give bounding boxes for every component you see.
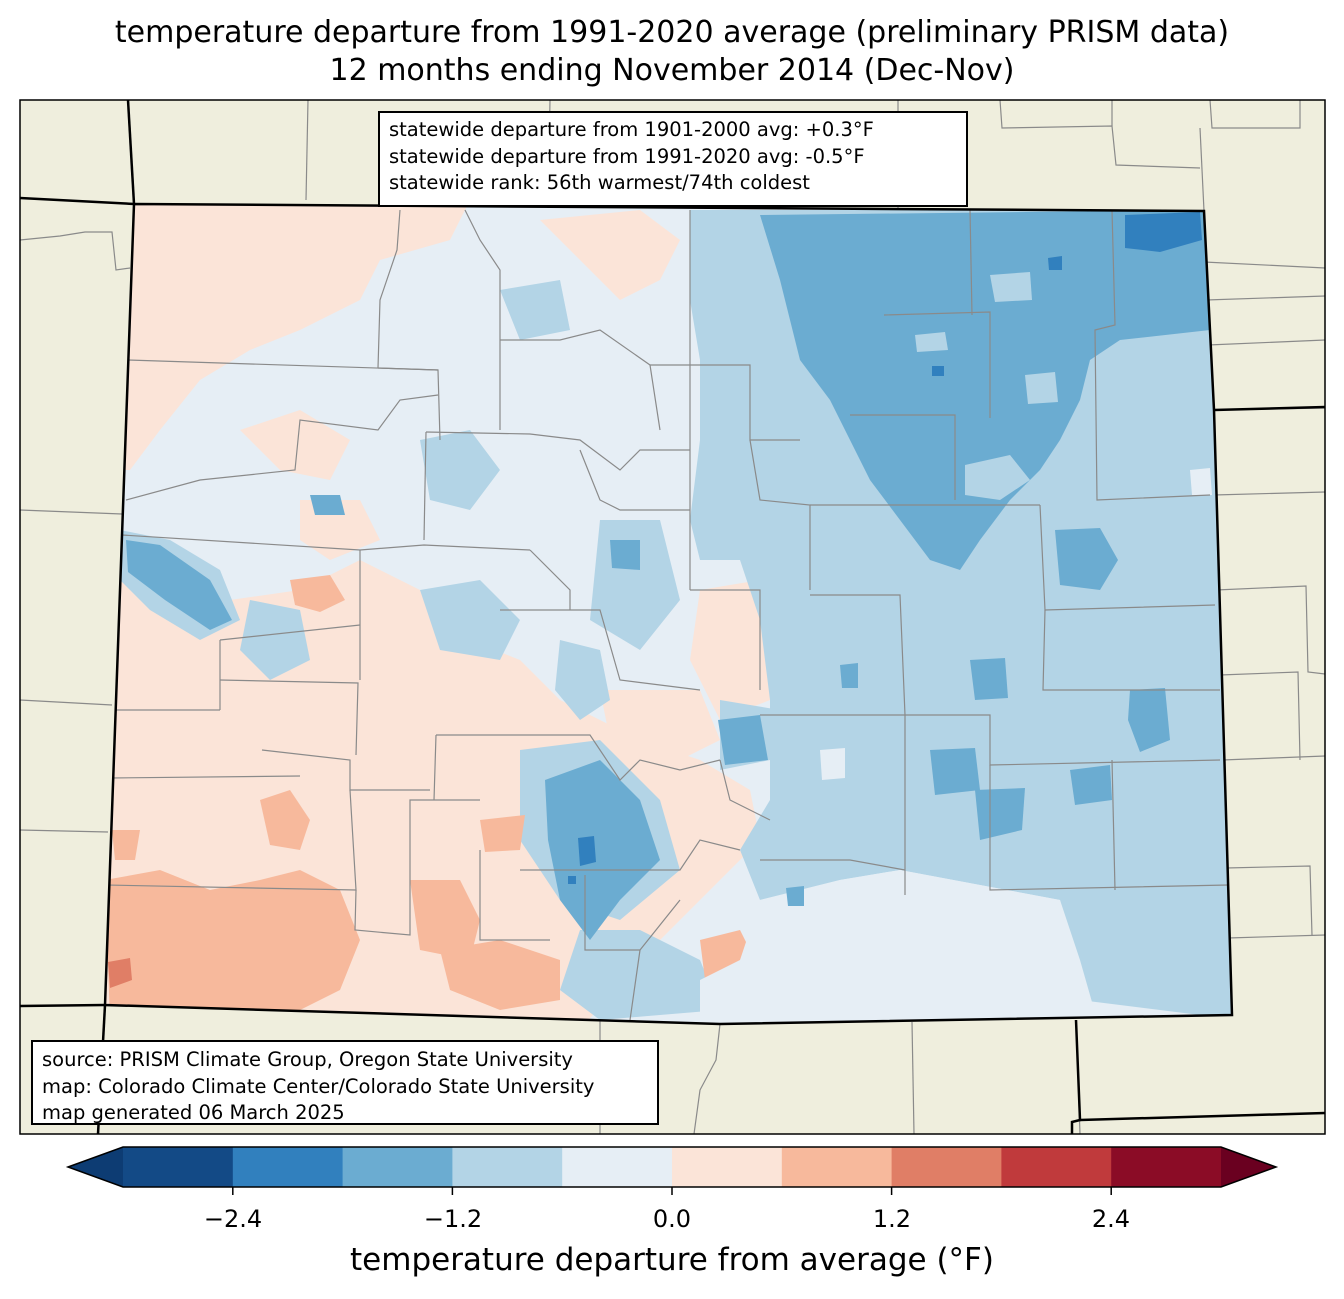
credits-line-2: map: Colorado Climate Center/Colorado St…	[42, 1074, 595, 1098]
colorbar-tick-label: 0.0	[652, 1205, 692, 1233]
colorbar-outline	[65, 1146, 1279, 1188]
stats-line-2: statewide departure from 1991-2020 avg: …	[389, 144, 865, 168]
colorbar-segment	[452, 1147, 563, 1187]
map-subtitle: 12 months ending November 2014 (Dec-Nov)	[329, 53, 1015, 88]
colorbar-tick-label: 1.2	[872, 1205, 912, 1233]
colorbar-tick-label: 2.4	[1091, 1205, 1131, 1233]
stats-line-3: statewide rank: 56th warmest/74th coldes…	[389, 171, 810, 194]
colorbar-segment	[562, 1147, 673, 1187]
colorbar-segment	[123, 1147, 234, 1187]
colorado-border	[103, 202, 1234, 1026]
colorbar-segment	[232, 1147, 344, 1187]
credits-line-3: map generated 06 March 2025	[42, 1101, 345, 1124]
colorbar-segment	[672, 1147, 783, 1187]
colorbar-segment	[1001, 1147, 1112, 1187]
map-frame	[19, 99, 1326, 1135]
credits-box: source: PRISM Climate Group, Oregon Stat…	[31, 1040, 659, 1125]
colorbar-segment	[891, 1147, 1002, 1187]
colorado-temperature-field	[105, 204, 1232, 1024]
colorbar-label: temperature departure from average (°F)	[350, 1242, 994, 1278]
colorbar-segment	[781, 1147, 893, 1187]
map-title: temperature departure from 1991-2020 ave…	[114, 15, 1230, 50]
stats-line-1: statewide departure from 1901-2000 avg: …	[389, 118, 874, 141]
colorbar-segment	[342, 1147, 453, 1187]
colorbar-segment	[1111, 1147, 1222, 1187]
colorbar-tick-label: −2.4	[203, 1205, 263, 1233]
colorbar-tick-label: −1.2	[423, 1205, 483, 1233]
colorbar-extend-low	[68, 1147, 123, 1187]
statewide-stats-box: statewide departure from 1901-2000 avg: …	[378, 111, 968, 207]
colorbar-extend-high	[1221, 1147, 1276, 1187]
credits-line-1: source: PRISM Climate Group, Oregon Stat…	[42, 1048, 573, 1071]
